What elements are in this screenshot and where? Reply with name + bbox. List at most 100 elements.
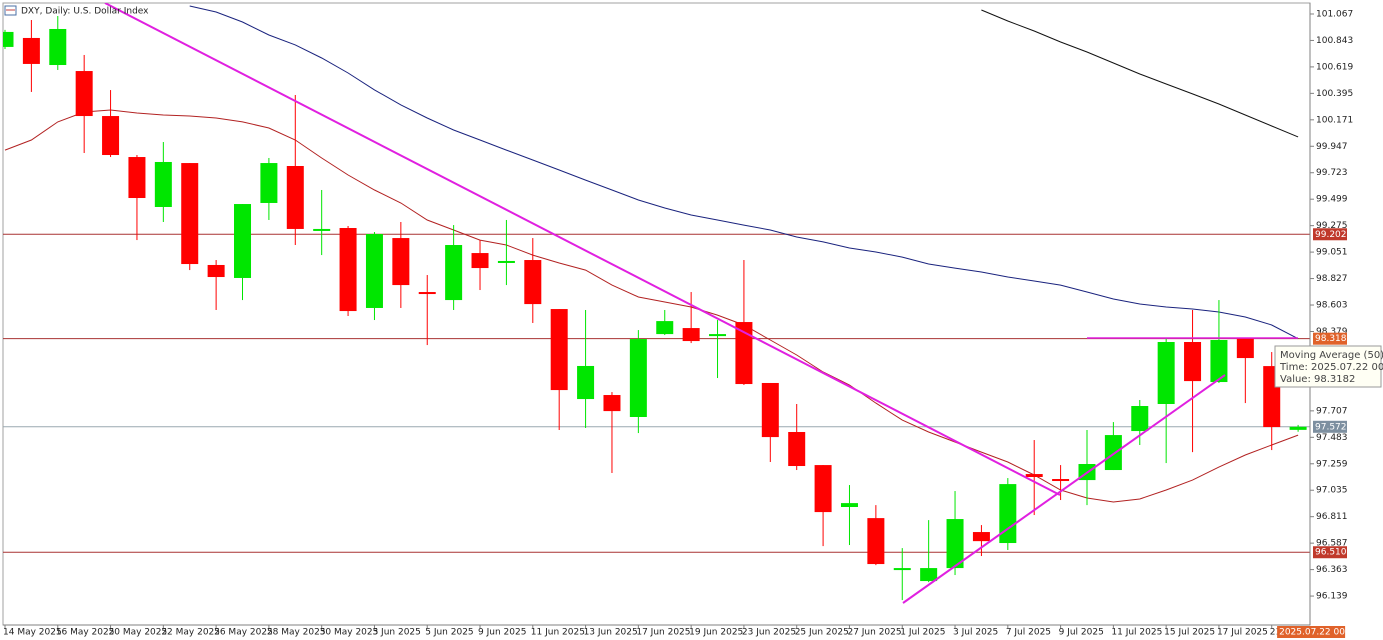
trendlines <box>104 3 1298 604</box>
x-tick-label: 9 Jul 2025 <box>1059 628 1104 638</box>
x-tick-label: 16 May 2025 <box>56 628 115 638</box>
moving-averages <box>4 5 1299 503</box>
title-block: DXY, Daily: U.S. Dollar Index <box>4 5 149 17</box>
candle-body <box>1184 341 1202 382</box>
candle-body <box>1289 426 1307 430</box>
level-label-box <box>1313 332 1347 345</box>
candle-body <box>339 228 357 312</box>
time-label: 2025.07.22 00:00 <box>1279 628 1360 638</box>
x-tick-label: 7 Jul 2025 <box>1006 628 1051 638</box>
candle-body <box>603 395 621 412</box>
x-tick-label: 14 May 2025 <box>3 628 62 638</box>
candle-body <box>102 116 120 156</box>
x-tick-label: 17 Jul 2025 <box>1217 628 1268 638</box>
x-tick-label: 17 Jun 2025 <box>636 628 690 638</box>
candle-body <box>920 568 938 582</box>
level-label: 96.510 <box>1315 548 1347 558</box>
y-tick-label: 100.395 <box>1316 89 1353 99</box>
candle-body <box>709 334 727 337</box>
candle-body <box>365 234 383 308</box>
candle-body <box>735 322 753 385</box>
candle-body <box>207 264 225 278</box>
y-tick-label: 98.379 <box>1316 327 1348 337</box>
candle-body <box>49 28 67 66</box>
level-label-box <box>1313 228 1347 241</box>
candle-body <box>286 166 304 229</box>
moving-average-line <box>4 109 1299 503</box>
y-tick-label: 96.363 <box>1316 565 1348 575</box>
y-tick-label: 96.139 <box>1316 592 1348 602</box>
y-tick-label: 100.619 <box>1316 62 1353 72</box>
candle-body <box>497 260 515 263</box>
candle-body <box>946 519 964 569</box>
tooltip-box <box>1274 345 1382 388</box>
candle-body <box>1104 435 1122 471</box>
x-tick-label: 3 Jun 2025 <box>372 628 420 638</box>
candle-body <box>867 518 885 565</box>
y-tick-label: 96.587 <box>1316 539 1348 549</box>
time-label-box <box>1277 626 1346 638</box>
candle-body <box>761 382 779 438</box>
x-tick-label: 1 Jul 2025 <box>900 628 945 638</box>
candle-body <box>392 238 410 286</box>
candle-body <box>1157 341 1175 405</box>
y-tick-label: 97.259 <box>1316 459 1348 469</box>
trendline <box>902 374 1226 604</box>
candle-body <box>1210 339 1228 383</box>
plot-area <box>2 2 1311 626</box>
candle-body <box>1025 474 1043 478</box>
candle-body <box>788 431 806 467</box>
candle-body <box>260 163 278 203</box>
y-tick-label: 101.067 <box>1316 9 1353 19</box>
x-tick-label: 11 Jun 2025 <box>531 628 585 638</box>
moving-average-line <box>189 5 1299 340</box>
y-tick-label: 97.707 <box>1316 406 1348 416</box>
candle-body <box>577 365 595 400</box>
x-tick-label: 19 Jun 2025 <box>689 628 743 638</box>
candle-body <box>418 292 436 295</box>
price-axis: 101.067 100.843 100.619 100.395 100.171 99.94… <box>1309 3 1353 625</box>
x-tick-label: 3 Jul 2025 <box>953 628 998 638</box>
candle-body <box>1236 338 1254 359</box>
y-tick-label: 99.723 <box>1316 168 1348 178</box>
x-tick-label: 26 May 2025 <box>214 628 273 638</box>
tooltip: Moving Average (50) Time: 2025.07.22 00:… <box>1274 345 1383 388</box>
tooltip-value: Value: 98.3182 <box>1280 374 1355 385</box>
trendline <box>104 3 1061 496</box>
y-tick-label: 97.035 <box>1316 486 1348 496</box>
y-tick-label: 99.499 <box>1316 195 1348 205</box>
candle-body <box>471 253 489 269</box>
candle-body <box>181 163 199 265</box>
candle-body <box>3 31 14 47</box>
candle-body <box>75 71 93 117</box>
candle-body <box>814 465 832 513</box>
y-tick-label: 99.275 <box>1316 221 1348 231</box>
x-tick-label: 28 May 2025 <box>267 628 326 638</box>
chart-title: DXY, Daily: U.S. Dollar Index <box>21 7 149 17</box>
level-label: 98.318 <box>1315 334 1347 344</box>
candle-body <box>893 568 911 571</box>
candle-body <box>999 484 1017 544</box>
x-tick-label: 30 May 2025 <box>320 628 379 638</box>
moving-average-line <box>981 9 1299 138</box>
y-tick-label: 98.603 <box>1316 301 1348 311</box>
candle-body <box>550 309 568 391</box>
candle-body <box>445 245 463 301</box>
x-tick-label: 22 May 2025 <box>161 628 220 638</box>
level-label: 97.572 <box>1315 422 1347 432</box>
candle-body <box>234 204 252 278</box>
level-label-box <box>1313 420 1347 433</box>
x-tick-label: 15 Jul 2025 <box>1164 628 1215 638</box>
candle-body <box>682 328 700 342</box>
x-tick-label: 9 Jun 2025 <box>478 628 526 638</box>
candle-body <box>629 339 647 417</box>
candle-body <box>1052 479 1070 482</box>
x-tick-label: 25 Jun 2025 <box>795 628 849 638</box>
y-tick-label: 98.827 <box>1316 274 1348 284</box>
candle-body <box>154 161 172 207</box>
x-tick-label: 20 May 2025 <box>109 628 168 638</box>
x-tick-label: 23 Jun 2025 <box>742 628 796 638</box>
level-label-box <box>1313 546 1347 559</box>
